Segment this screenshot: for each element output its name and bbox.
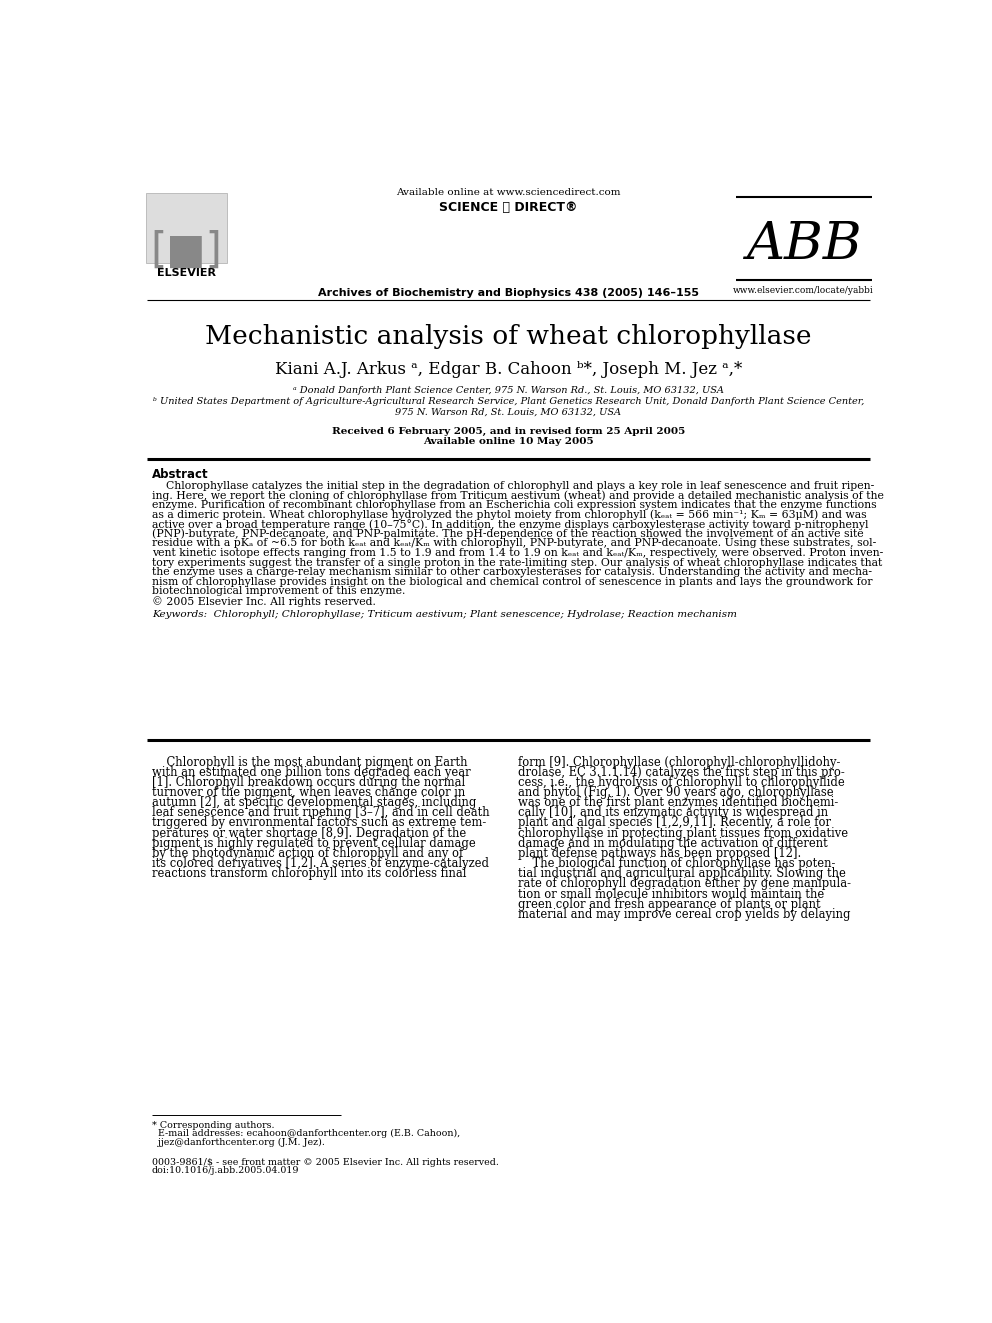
- Text: ELSEVIER: ELSEVIER: [157, 269, 215, 278]
- Text: its colored derivatives [1,2]. A series of enzyme-catalyzed: its colored derivatives [1,2]. A series …: [152, 857, 489, 871]
- Text: damage and in modulating the activation of different: damage and in modulating the activation …: [518, 837, 827, 849]
- Text: tial industrial and agricultural applicability. Slowing the: tial industrial and agricultural applica…: [518, 868, 845, 880]
- Text: ing. Here, we report the cloning of chlorophyllase from Triticum aestivum (wheat: ing. Here, we report the cloning of chlo…: [152, 491, 884, 501]
- Text: tion or small molecule inhibitors would maintain the: tion or small molecule inhibitors would …: [518, 888, 824, 901]
- Text: © 2005 Elsevier Inc. All rights reserved.: © 2005 Elsevier Inc. All rights reserved…: [152, 597, 376, 607]
- Text: pigment is highly regulated to prevent cellular damage: pigment is highly regulated to prevent c…: [152, 837, 475, 849]
- Text: 975 N. Warson Rd, St. Louis, MO 63132, USA: 975 N. Warson Rd, St. Louis, MO 63132, U…: [396, 407, 621, 417]
- Text: (PNP)-butyrate, PNP-decanoate, and PNP-palmitate. The pH-dependence of the react: (PNP)-butyrate, PNP-decanoate, and PNP-p…: [152, 529, 863, 540]
- Text: Available online at www.sciencedirect.com: Available online at www.sciencedirect.co…: [396, 188, 621, 197]
- Text: ABB: ABB: [746, 218, 861, 270]
- Text: vent kinetic isotope effects ranging from 1.5 to 1.9 and from 1.4 to 1.9 on kₑₐₜ: vent kinetic isotope effects ranging fro…: [152, 548, 883, 558]
- Text: enzyme. Purification of recombinant chlorophyllase from an Escherichia coli expr: enzyme. Purification of recombinant chlo…: [152, 500, 877, 509]
- Text: SCIENCE ⓐ DIRECT®: SCIENCE ⓐ DIRECT®: [439, 201, 577, 214]
- Text: biotechnological improvement of this enzyme.: biotechnological improvement of this enz…: [152, 586, 406, 597]
- Text: as a dimeric protein. Wheat chlorophyllase hydrolyzed the phytol moiety from chl: as a dimeric protein. Wheat chlorophylla…: [152, 509, 867, 520]
- Text: Abstract: Abstract: [152, 468, 208, 482]
- Text: Archives of Biochemistry and Biophysics 438 (2005) 146–155: Archives of Biochemistry and Biophysics …: [317, 288, 699, 298]
- Text: plant and algal species [1,2,9,11]. Recently, a role for: plant and algal species [1,2,9,11]. Rece…: [518, 816, 830, 830]
- Text: peratures or water shortage [8,9]. Degradation of the: peratures or water shortage [8,9]. Degra…: [152, 827, 466, 840]
- Text: turnover of the pigment, when leaves change color in: turnover of the pigment, when leaves cha…: [152, 786, 465, 799]
- Text: by the photodynamic action of chlorophyll and any of: by the photodynamic action of chlorophyl…: [152, 847, 463, 860]
- Text: plant defense pathways has been proposed [12].: plant defense pathways has been proposed…: [518, 847, 801, 860]
- Text: the enzyme uses a charge-relay mechanism similar to other carboxylesterases for : the enzyme uses a charge-relay mechanism…: [152, 568, 872, 577]
- Text: reactions transform chlorophyll into its colorless final: reactions transform chlorophyll into its…: [152, 868, 466, 880]
- Text: [■]: [■]: [150, 230, 222, 271]
- Text: triggered by environmental factors such as extreme tem-: triggered by environmental factors such …: [152, 816, 486, 830]
- Text: active over a broad temperature range (10–75°C). In addition, the enzyme display: active over a broad temperature range (1…: [152, 519, 868, 531]
- Text: [1]. Chlorophyll breakdown occurs during the normal: [1]. Chlorophyll breakdown occurs during…: [152, 775, 465, 789]
- Text: form [9]. Chlorophyllase (chlorophyll-chlorophyllidohy-: form [9]. Chlorophyllase (chlorophyll-ch…: [518, 755, 840, 769]
- Text: doi:10.1016/j.abb.2005.04.019: doi:10.1016/j.abb.2005.04.019: [152, 1167, 300, 1175]
- Text: and phytol (Fig. 1). Over 90 years ago, chlorophyllase: and phytol (Fig. 1). Over 90 years ago, …: [518, 786, 833, 799]
- Text: leaf senescence and fruit ripening [3–7], and in cell death: leaf senescence and fruit ripening [3–7]…: [152, 806, 489, 819]
- Text: Chlorophyllase catalyzes the initial step in the degradation of chlorophyll and : Chlorophyllase catalyzes the initial ste…: [152, 480, 874, 491]
- Text: Kiani A.J. Arkus ᵃ, Edgar B. Cahoon ᵇ*, Joseph M. Jez ᵃ,*: Kiani A.J. Arkus ᵃ, Edgar B. Cahoon ᵇ*, …: [275, 360, 742, 377]
- Text: The biological function of chlorophyllase has poten-: The biological function of chlorophyllas…: [518, 857, 835, 871]
- Text: drolase, EC 3.1.1.14) catalyzes the first step in this pro-: drolase, EC 3.1.1.14) catalyzes the firs…: [518, 766, 844, 779]
- Text: Available online 10 May 2005: Available online 10 May 2005: [423, 438, 594, 446]
- Text: nism of chlorophyllase provides insight on the biological and chemical control o: nism of chlorophyllase provides insight …: [152, 577, 872, 587]
- Text: 0003-9861/$ - see front matter © 2005 Elsevier Inc. All rights reserved.: 0003-9861/$ - see front matter © 2005 El…: [152, 1158, 499, 1167]
- Text: autumn [2], at specific developmental stages, including: autumn [2], at specific developmental st…: [152, 796, 476, 810]
- Text: with an estimated one billion tons degraded each year: with an estimated one billion tons degra…: [152, 766, 470, 779]
- Text: material and may improve cereal crop yields by delaying: material and may improve cereal crop yie…: [518, 908, 850, 921]
- Text: cally [10], and its enzymatic activity is widespread in: cally [10], and its enzymatic activity i…: [518, 806, 828, 819]
- Text: was one of the first plant enzymes identified biochemi-: was one of the first plant enzymes ident…: [518, 796, 838, 810]
- Text: ᵇ United States Department of Agriculture-Agricultural Research Service, Plant G: ᵇ United States Department of Agricultur…: [153, 397, 864, 406]
- Text: ᵃ Donald Danforth Plant Science Center, 975 N. Warson Rd., St. Louis, MO 63132, : ᵃ Donald Danforth Plant Science Center, …: [293, 386, 724, 394]
- Text: Keywords:  Chlorophyll; Chlorophyllase; Triticum aestivum; Plant senescence; Hyd: Keywords: Chlorophyll; Chlorophyllase; T…: [152, 610, 737, 619]
- Text: chlorophyllase in protecting plant tissues from oxidative: chlorophyllase in protecting plant tissu…: [518, 827, 848, 840]
- Text: Received 6 February 2005, and in revised form 25 April 2005: Received 6 February 2005, and in revised…: [331, 427, 685, 435]
- Text: residue with a pKₐ of ~6.5 for both kₑₐₜ and kₑₐₜ/Kₘ with chlorophyll, PNP-butyr: residue with a pKₐ of ~6.5 for both kₑₐₜ…: [152, 538, 876, 548]
- Text: cess, i.e., the hydrolysis of chlorophyll to chlorophyllide: cess, i.e., the hydrolysis of chlorophyl…: [518, 775, 844, 789]
- Text: Mechanistic analysis of wheat chlorophyllase: Mechanistic analysis of wheat chlorophyl…: [205, 324, 811, 349]
- Text: Chlorophyll is the most abundant pigment on Earth: Chlorophyll is the most abundant pigment…: [152, 755, 467, 769]
- Bar: [146, 193, 227, 263]
- Text: tory experiments suggest the transfer of a single proton in the rate-limiting st: tory experiments suggest the transfer of…: [152, 557, 882, 568]
- Text: www.elsevier.com/locate/yabbi: www.elsevier.com/locate/yabbi: [733, 286, 874, 295]
- Text: jjez@danforthcenter.org (J.M. Jez).: jjez@danforthcenter.org (J.M. Jez).: [152, 1138, 324, 1147]
- Text: * Corresponding authors.: * Corresponding authors.: [152, 1122, 275, 1130]
- Text: rate of chlorophyll degradation either by gene manipula-: rate of chlorophyll degradation either b…: [518, 877, 851, 890]
- Text: E-mail addresses: ecahoon@danforthcenter.org (E.B. Cahoon),: E-mail addresses: ecahoon@danforthcenter…: [152, 1130, 460, 1139]
- Text: green color and fresh appearance of plants or plant: green color and fresh appearance of plan…: [518, 898, 820, 910]
